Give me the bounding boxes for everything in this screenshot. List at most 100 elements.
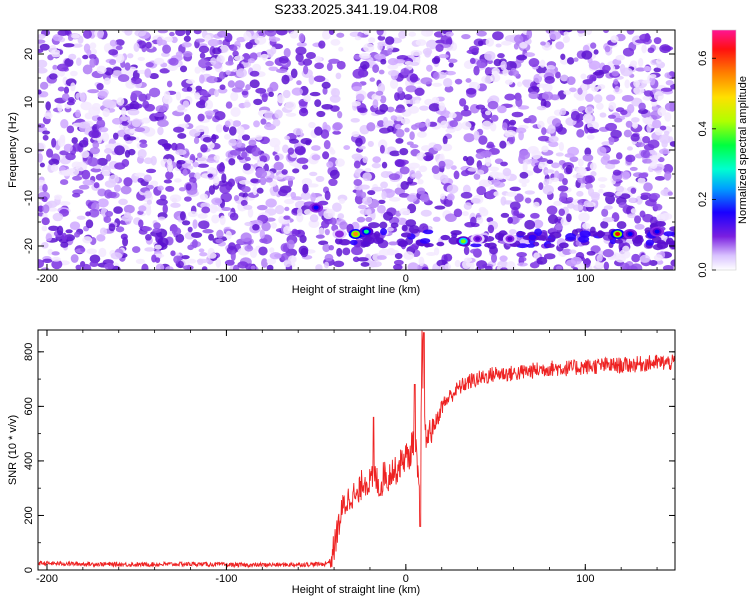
heatmap-cell bbox=[490, 253, 498, 263]
heatmap-cell bbox=[597, 177, 608, 182]
heatmap-cell bbox=[162, 203, 168, 214]
heatmap-cell bbox=[587, 106, 593, 112]
heatmap-cell bbox=[554, 224, 564, 231]
heatmap-cell bbox=[324, 190, 331, 201]
heatmap-cell bbox=[50, 164, 59, 172]
heatmap-cell bbox=[635, 67, 646, 72]
heatmap-cell bbox=[562, 177, 568, 186]
colorbar-tick-label: 0.2 bbox=[697, 192, 709, 207]
heatmap-cell bbox=[380, 58, 387, 65]
heatmap-cell bbox=[379, 103, 389, 113]
heatmap-cell bbox=[328, 58, 340, 64]
heatmap-cell bbox=[469, 248, 480, 254]
heatmap-cell bbox=[557, 185, 569, 192]
colorbar-label: Normalized spectral amplitude bbox=[737, 76, 749, 224]
heatmap-cell bbox=[322, 121, 328, 132]
heatmap-cell bbox=[635, 142, 646, 148]
heatmap-cell bbox=[181, 42, 192, 48]
heatmap-cell bbox=[493, 58, 502, 67]
heatmap-cell bbox=[87, 157, 99, 167]
heatmap-cell bbox=[96, 157, 108, 166]
heatmap-cell bbox=[210, 57, 217, 65]
heatmap-cell bbox=[582, 153, 594, 162]
heatmap-cell bbox=[48, 225, 59, 231]
heatmap-cell bbox=[39, 43, 50, 51]
heatmap-cell bbox=[383, 211, 394, 221]
heatmap-cell bbox=[38, 33, 46, 40]
heatmap-cell bbox=[249, 70, 260, 77]
heatmap-cell bbox=[649, 76, 656, 86]
heatmap-cell bbox=[198, 248, 205, 253]
heatmap-cell bbox=[339, 221, 348, 230]
heatmap-cell bbox=[592, 71, 603, 76]
heatmap-cell bbox=[608, 101, 617, 110]
heatmap-cell bbox=[470, 216, 477, 226]
heatmap-cell bbox=[247, 207, 254, 218]
heatmap-cell bbox=[278, 189, 288, 197]
heatmap-cell bbox=[332, 202, 342, 213]
heatmap-cell bbox=[56, 63, 69, 72]
heatmap-cell bbox=[257, 161, 266, 167]
heatmap-cell bbox=[438, 53, 449, 59]
heatmap-cell bbox=[615, 191, 622, 197]
heatmap-cell bbox=[275, 205, 285, 215]
heatmap-cell bbox=[659, 44, 672, 54]
heatmap-cell bbox=[76, 57, 82, 67]
heatmap-cell bbox=[48, 158, 60, 166]
heatmap-cell bbox=[200, 144, 208, 153]
heatmap-cell bbox=[316, 110, 326, 118]
heatmap-cell bbox=[515, 127, 527, 134]
heatmap-cell bbox=[629, 166, 638, 171]
heatmap-cell bbox=[269, 137, 281, 148]
heatmap-cell bbox=[97, 30, 104, 39]
heatmap-band-cell bbox=[448, 236, 459, 245]
heatmap-cell bbox=[265, 198, 277, 208]
heatmap-cell bbox=[266, 258, 277, 265]
heatmap-cell bbox=[643, 117, 652, 125]
heatmap-cell bbox=[175, 91, 182, 101]
heatmap-cell bbox=[416, 187, 426, 195]
heatmap-cell bbox=[258, 246, 268, 256]
heatmap-cell bbox=[610, 129, 622, 139]
heatmap-cell bbox=[469, 57, 476, 65]
heatmap-cell bbox=[337, 213, 345, 220]
heatmap-cell bbox=[511, 111, 524, 118]
heatmap-cell bbox=[66, 125, 75, 134]
heatmap-cell bbox=[179, 211, 186, 221]
heatmap-cell bbox=[165, 266, 174, 270]
heatmap-cell bbox=[145, 61, 154, 68]
heatmap-cell bbox=[137, 148, 147, 159]
heatmap-cell bbox=[265, 177, 273, 183]
heatmap-cell bbox=[114, 145, 125, 156]
heatmap-cell bbox=[546, 65, 556, 70]
heatmap-cell bbox=[301, 178, 313, 186]
heatmap-cell bbox=[664, 111, 672, 122]
heatmap-cell bbox=[82, 54, 89, 60]
heatmap-cell bbox=[186, 86, 193, 92]
heatmap-cell bbox=[390, 115, 398, 121]
snr-x-tick-label: -200 bbox=[36, 573, 58, 585]
heatmap-cell bbox=[453, 170, 460, 180]
heatmap-cell bbox=[654, 220, 667, 227]
heatmap-cell bbox=[41, 217, 50, 226]
heatmap-cell bbox=[547, 214, 559, 225]
heatmap-cell bbox=[562, 36, 569, 44]
heatmap-cell bbox=[543, 253, 556, 260]
snr-y-tick-label: 400 bbox=[23, 452, 35, 470]
heatmap-cell bbox=[221, 206, 232, 212]
heatmap-cell bbox=[282, 144, 289, 154]
heatmap-cell bbox=[613, 78, 619, 85]
heatmap-cell bbox=[424, 98, 434, 106]
heatmap-cell bbox=[537, 135, 550, 142]
heatmap-cell bbox=[371, 186, 384, 192]
heatmap-cell bbox=[483, 179, 492, 187]
heatmap-cell bbox=[476, 30, 487, 37]
heatmap-cell bbox=[113, 184, 121, 192]
heatmap-cell bbox=[616, 221, 627, 229]
heatmap-cell bbox=[285, 112, 297, 117]
heatmap-cell bbox=[58, 166, 66, 171]
heatmap-cell bbox=[252, 185, 258, 196]
heatmap-cell bbox=[551, 162, 561, 169]
heatmap-cell bbox=[135, 258, 146, 264]
heatmap-cell bbox=[115, 45, 123, 51]
